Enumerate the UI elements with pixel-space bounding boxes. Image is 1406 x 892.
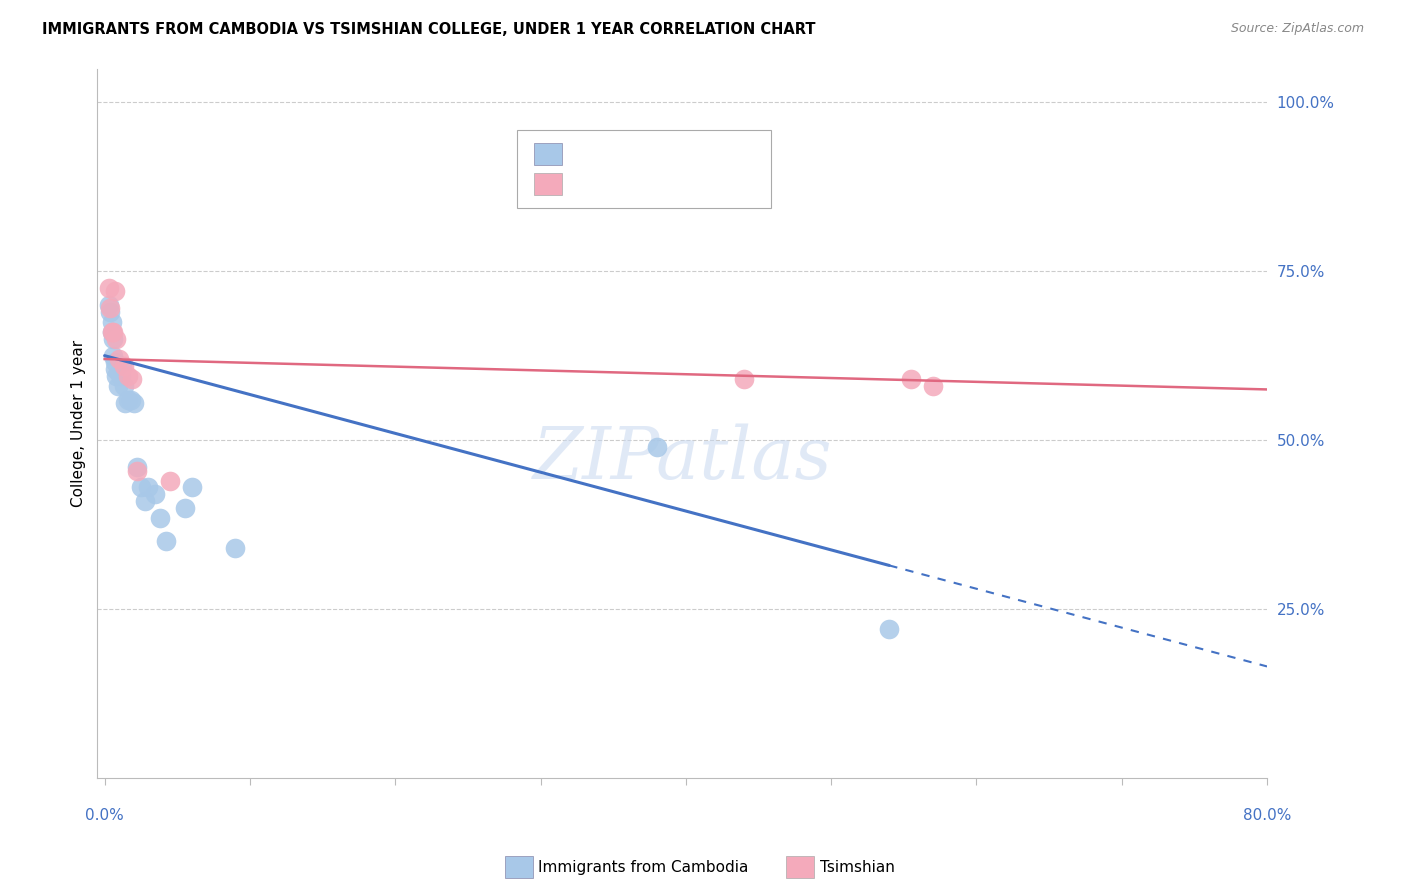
Point	[125, 463, 148, 477]
Point	[180, 480, 202, 494]
Point	[100, 301, 122, 316]
Point	[120, 392, 142, 407]
Point	[104, 362, 127, 376]
Point	[125, 460, 148, 475]
Point	[105, 368, 128, 383]
Point	[645, 440, 668, 454]
Point	[136, 480, 159, 494]
Point	[155, 534, 177, 549]
Text: N = 15: N = 15	[676, 177, 734, 192]
Text: Source: ZipAtlas.com: Source: ZipAtlas.com	[1230, 22, 1364, 36]
Point	[112, 379, 135, 393]
Point	[114, 396, 136, 410]
Point	[98, 281, 121, 295]
Point	[149, 511, 172, 525]
Point	[101, 325, 124, 339]
Point	[159, 474, 181, 488]
Text: 80.0%: 80.0%	[1243, 808, 1291, 823]
Point	[110, 368, 132, 383]
Text: N = 30: N = 30	[676, 146, 734, 161]
Point	[98, 298, 121, 312]
Point	[101, 315, 124, 329]
Y-axis label: College, Under 1 year: College, Under 1 year	[72, 340, 86, 507]
Point	[173, 500, 195, 515]
Text: Immigrants from Cambodia: Immigrants from Cambodia	[538, 860, 749, 874]
Point	[129, 480, 152, 494]
Point	[117, 392, 139, 407]
Point	[104, 355, 127, 369]
Point	[100, 304, 122, 318]
Point	[224, 541, 246, 556]
Point	[104, 285, 127, 299]
Point	[103, 332, 125, 346]
Text: ZIPatlas: ZIPatlas	[533, 424, 832, 494]
Point	[108, 366, 131, 380]
Point	[877, 622, 900, 636]
Text: IMMIGRANTS FROM CAMBODIA VS TSIMSHIAN COLLEGE, UNDER 1 YEAR CORRELATION CHART: IMMIGRANTS FROM CAMBODIA VS TSIMSHIAN CO…	[42, 22, 815, 37]
Point	[921, 379, 943, 393]
Point	[108, 352, 131, 367]
Point	[111, 359, 134, 373]
Point	[733, 372, 755, 386]
Point	[117, 368, 139, 383]
Text: R = -0.330: R = -0.330	[571, 146, 661, 161]
Point	[121, 372, 143, 386]
Point	[900, 372, 922, 386]
Point	[103, 349, 125, 363]
Text: 0.0%: 0.0%	[86, 808, 124, 823]
Point	[134, 494, 156, 508]
Text: Tsimshian: Tsimshian	[820, 860, 894, 874]
Point	[101, 325, 124, 339]
Point	[107, 379, 129, 393]
Point	[112, 359, 135, 373]
Text: R = -0.067: R = -0.067	[571, 177, 661, 192]
Point	[122, 396, 145, 410]
Point	[103, 325, 125, 339]
Point	[105, 332, 128, 346]
Point	[145, 487, 167, 501]
